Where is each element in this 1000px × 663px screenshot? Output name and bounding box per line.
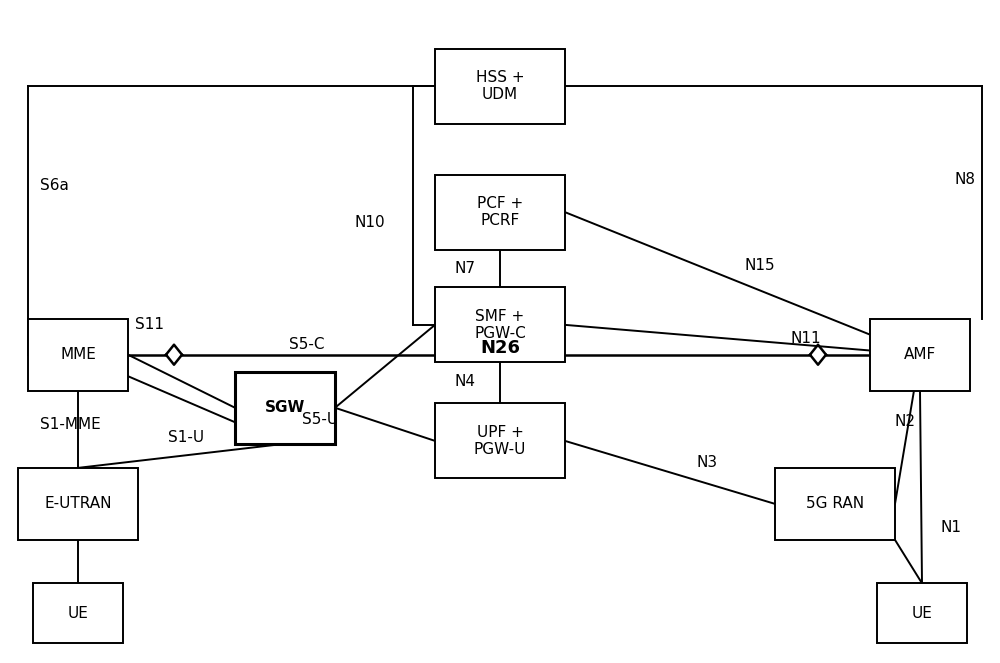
Text: 5G RAN: 5G RAN [806,497,864,511]
Text: N15: N15 [745,258,776,272]
Text: N2: N2 [894,414,915,428]
Text: PCF +
PCRF: PCF + PCRF [477,196,523,228]
FancyBboxPatch shape [775,468,895,540]
FancyBboxPatch shape [28,319,128,391]
Text: HSS +
UDM: HSS + UDM [476,70,524,102]
Text: N8: N8 [955,172,976,186]
FancyBboxPatch shape [435,48,565,124]
Text: MME: MME [60,347,96,362]
Text: N3: N3 [697,455,718,470]
Text: N1: N1 [940,520,961,534]
FancyBboxPatch shape [435,174,565,250]
Text: N4: N4 [455,374,476,389]
Text: SMF +
PGW-C: SMF + PGW-C [474,309,526,341]
Text: AMF: AMF [904,347,936,362]
Text: N11: N11 [790,331,821,345]
FancyBboxPatch shape [235,372,335,444]
FancyBboxPatch shape [18,468,138,540]
FancyBboxPatch shape [33,583,123,643]
Text: N10: N10 [355,215,386,229]
Text: N26: N26 [480,339,520,357]
Text: S6a: S6a [40,178,69,193]
FancyBboxPatch shape [435,403,565,479]
Text: N7: N7 [455,261,476,276]
Text: UE: UE [68,606,88,621]
Text: E-UTRAN: E-UTRAN [44,497,112,511]
FancyBboxPatch shape [877,583,967,643]
Text: S11: S11 [135,318,164,332]
Text: S5-U: S5-U [302,412,338,426]
Text: UE: UE [912,606,932,621]
Text: SGW: SGW [265,400,305,415]
Text: S1-U: S1-U [168,430,204,445]
Text: S5-C: S5-C [290,337,325,352]
FancyBboxPatch shape [870,319,970,391]
FancyBboxPatch shape [435,287,565,363]
Text: UPF +
PGW-U: UPF + PGW-U [474,425,526,457]
Text: S1-MME: S1-MME [40,417,101,432]
